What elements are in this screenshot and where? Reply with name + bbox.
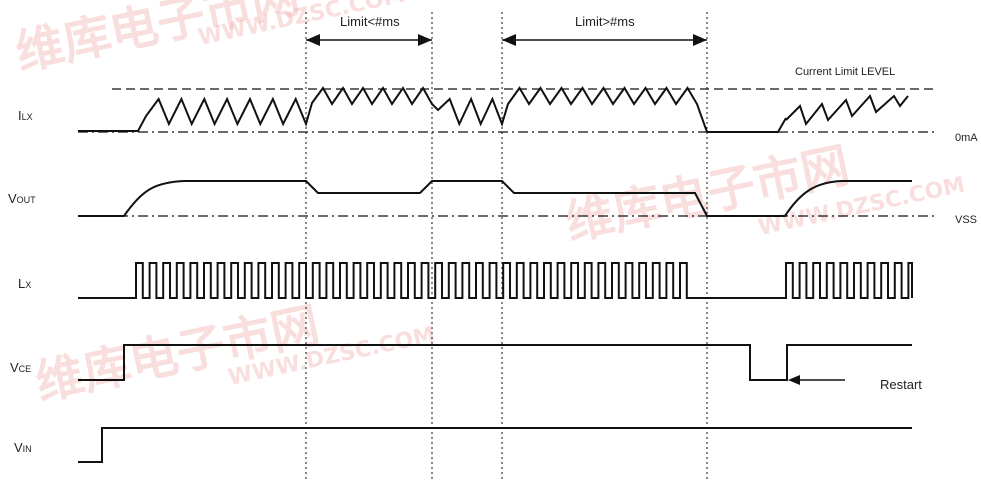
limit-long-label: Limit>#ms — [575, 14, 635, 29]
signal-labels: ILX VOUT LX VCE VIN — [8, 108, 36, 455]
signal-label-vce: VCE — [10, 360, 31, 375]
waveform-vce — [78, 344, 912, 381]
limit-long-arrowhead-right — [693, 34, 707, 46]
vss-label: VSS — [955, 214, 977, 226]
signal-label-vin: VIN — [14, 440, 32, 455]
restart-label: Restart — [880, 377, 922, 392]
limit-short-arrowhead-left — [306, 34, 320, 46]
waveforms — [78, 86, 913, 463]
limit-long-arrowhead-left — [502, 34, 516, 46]
signal-label-vout: VOUT — [8, 191, 36, 206]
waveform-vin — [78, 427, 912, 463]
signal-label-ilx: ILX — [18, 108, 33, 123]
timing-markers — [305, 12, 708, 480]
restart-annotation: Restart — [788, 375, 922, 392]
watermark-brand-right: 维库电子市网 — [561, 137, 854, 252]
current-limit-label: Current Limit LEVEL — [795, 66, 895, 78]
waveform-ilx — [78, 86, 787, 133]
watermark: 维库电子市网 WWW.DZSC.COM 维库电子市网 WWW.DZSC.COM … — [11, 0, 967, 412]
waveform-lx — [78, 262, 913, 299]
duration-arrows: Limit<#ms Limit>#ms — [306, 14, 707, 46]
restart-arrowhead — [788, 375, 800, 385]
limit-short-label: Limit<#ms — [340, 14, 400, 29]
reference-lines: Current Limit LEVEL 0mA VSS — [78, 66, 978, 226]
waveform-ilx-restart — [785, 94, 909, 127]
limit-short-arrowhead-right — [418, 34, 432, 46]
waveform-vout — [78, 180, 912, 217]
signal-label-lx: LX — [18, 276, 31, 291]
zero-ma-label: 0mA — [955, 132, 978, 144]
